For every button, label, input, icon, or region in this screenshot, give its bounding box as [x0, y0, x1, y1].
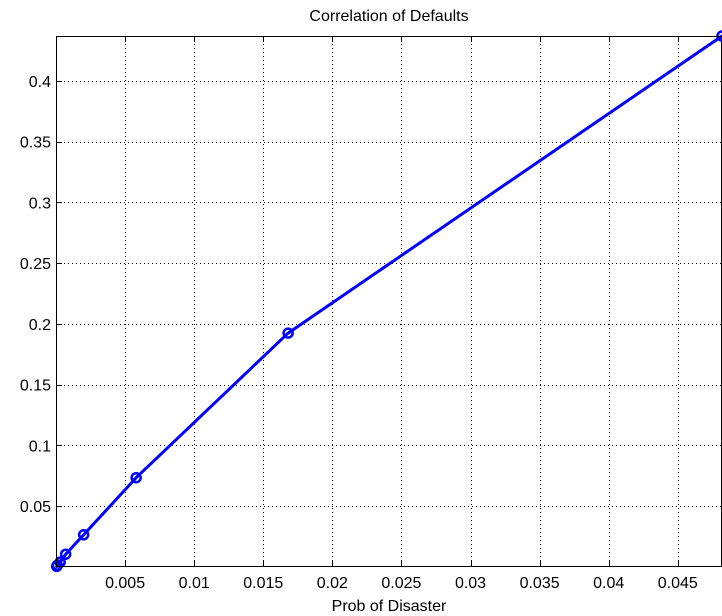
y-tick-label: 0.1	[29, 438, 51, 455]
y-tick-label: 0.05	[20, 499, 51, 516]
y-tick-label: 0.25	[20, 256, 51, 273]
data-point-marker	[77, 529, 90, 541]
series-line	[55, 34, 722, 568]
y-tick-label: 0.2	[29, 317, 51, 334]
x-tick-label: 0.03	[455, 575, 486, 592]
y-tick-label: 0.35	[20, 135, 51, 152]
x-tick-label: 0.015	[243, 575, 283, 592]
data-point-marker	[282, 327, 294, 339]
y-tick-label: 0.15	[20, 378, 51, 395]
tick-labels: 0.005 0.01 0.015 0.02 0.025 0.03 0.035 0.04 0.04…	[20, 74, 698, 592]
y-tick-label: 0.3	[29, 195, 51, 212]
data-point-marker	[59, 548, 72, 560]
chart-title: Correlation of Defaults	[309, 8, 468, 25]
tick-marks	[56, 36, 679, 567]
x-tick-label: 0.045	[658, 575, 698, 592]
x-tick-label: 0.025	[381, 575, 421, 592]
x-tick-label: 0.035	[520, 575, 560, 592]
x-axis-label: Prob of Disaster	[332, 598, 447, 615]
data-point-marker	[130, 471, 142, 484]
x-tick-label: 0.01	[179, 575, 210, 592]
x-tick-label: 0.04	[593, 575, 624, 592]
y-tick-label: 0.4	[29, 74, 51, 91]
x-tick-label: 0.02	[317, 575, 348, 592]
x-tick-label: 0.005	[105, 575, 145, 592]
series-layer	[50, 30, 722, 573]
